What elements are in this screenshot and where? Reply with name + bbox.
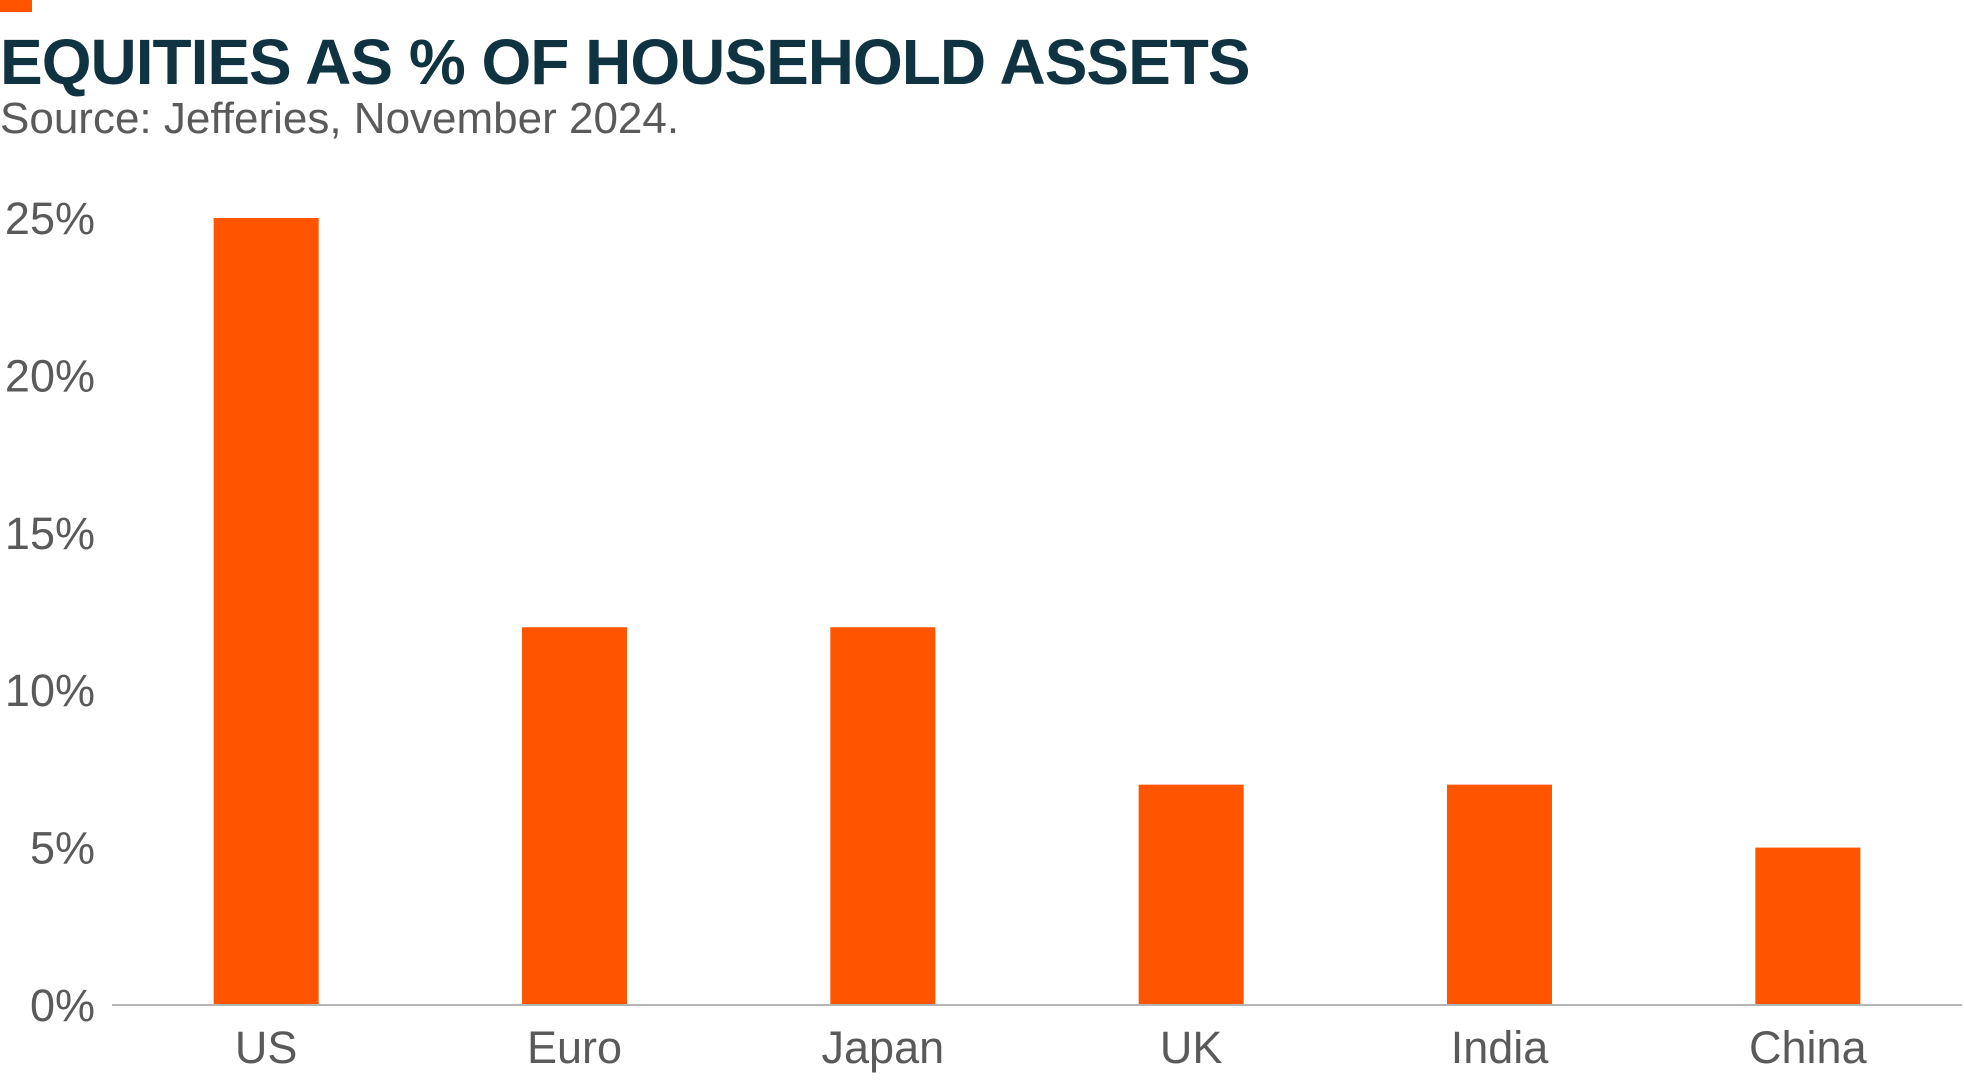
x-tick-label: India [1451, 1022, 1550, 1073]
x-tick-label: China [1749, 1022, 1868, 1073]
chart-title: EQUITIES AS % OF HOUSEHOLD ASSETS [0, 26, 1251, 98]
x-tick-label: US [235, 1022, 298, 1073]
chart-subtitle: Source: Jefferies, November 2024. [0, 94, 680, 143]
bar-india [1447, 784, 1552, 1005]
x-tick-label: Japan [822, 1022, 945, 1073]
y-tick-label: 20% [5, 350, 95, 401]
bar-euro [522, 627, 627, 1005]
bar-us [213, 218, 319, 1005]
x-tick-label: Euro [527, 1022, 622, 1073]
y-tick-label: 5% [30, 823, 95, 874]
y-tick-label: 0% [30, 980, 95, 1031]
y-tick-label: 15% [5, 508, 95, 559]
bar-japan [830, 627, 936, 1005]
bar-china [1755, 847, 1861, 1005]
bar-uk [1138, 784, 1244, 1005]
y-tick-label: 25% [5, 193, 95, 244]
accent-bar [0, 0, 32, 12]
x-tick-label: UK [1160, 1022, 1223, 1073]
y-tick-label: 10% [5, 665, 95, 716]
